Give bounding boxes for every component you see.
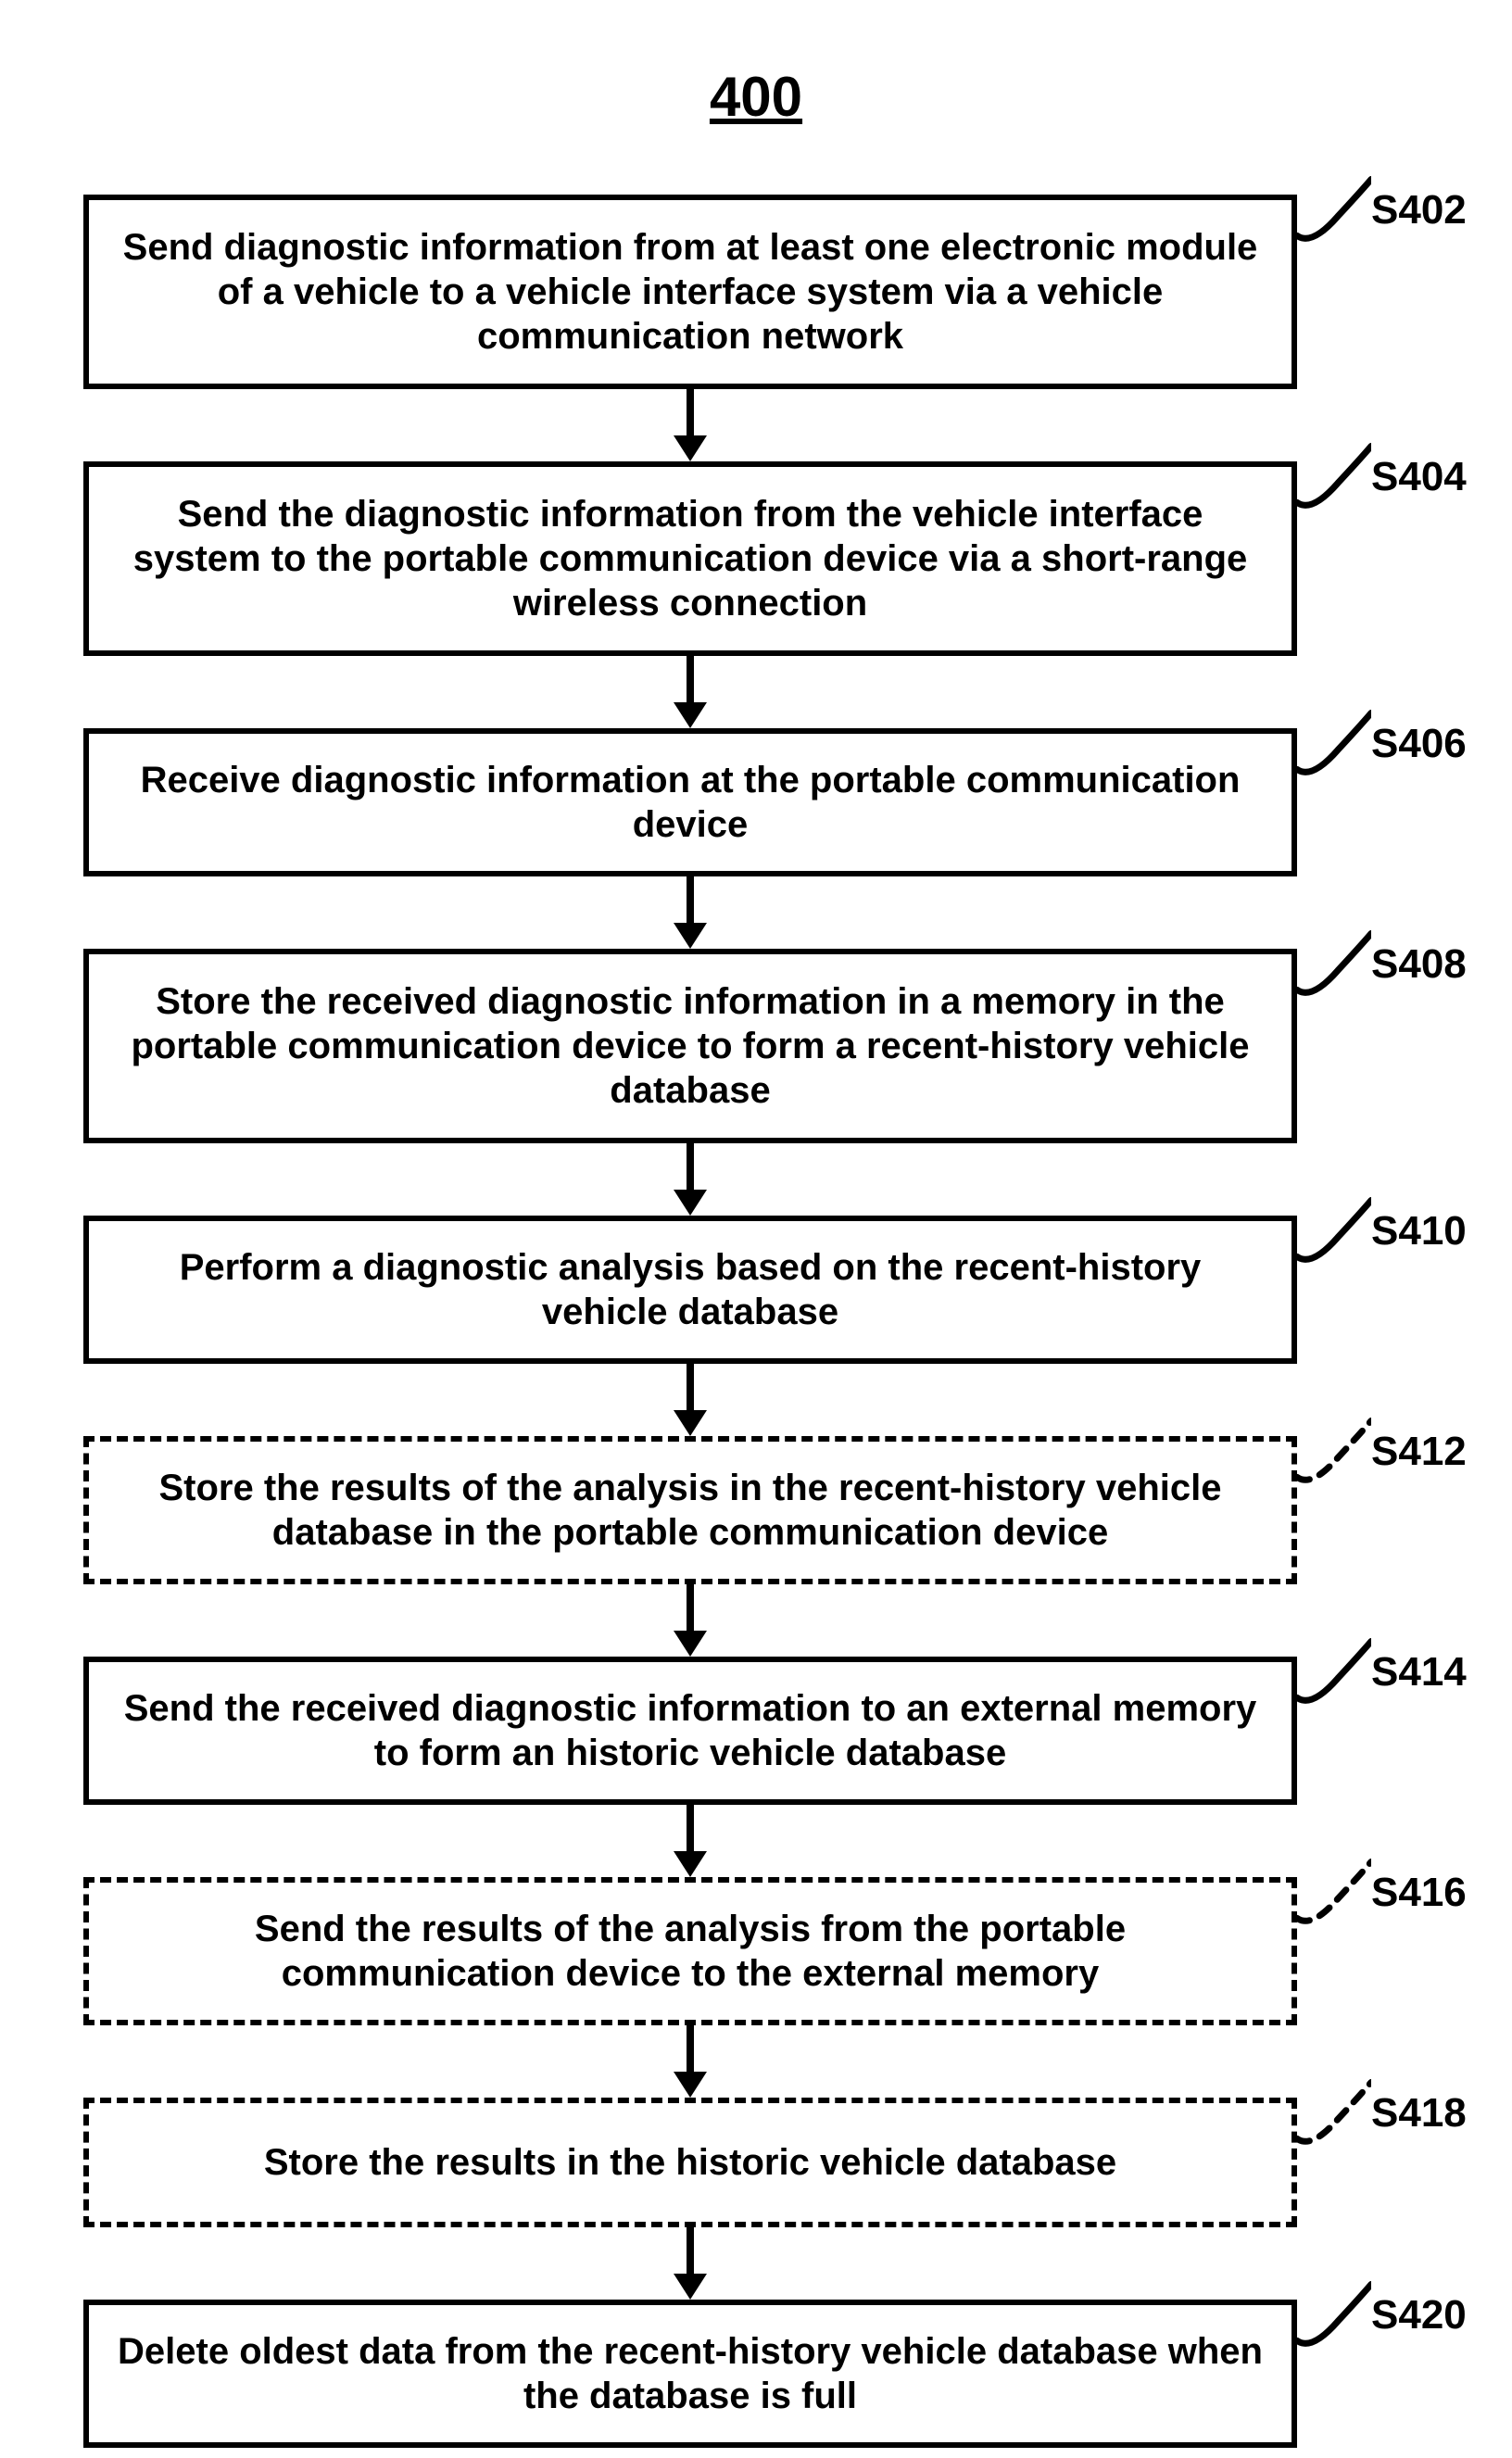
flow-step-label-s414: S414 xyxy=(1371,1649,1467,1695)
arrow-line xyxy=(687,1584,694,1631)
flow-step-s418: Store the results in the historic vehicl… xyxy=(83,2098,1297,2227)
arrow-head-icon xyxy=(674,2072,707,2098)
flow-step-text: Send diagnostic information from at leas… xyxy=(117,225,1264,359)
flow-step-label-s406: S406 xyxy=(1371,721,1467,767)
flow-step-text: Send the received diagnostic information… xyxy=(117,1686,1264,1775)
arrow-line xyxy=(687,2227,694,2274)
arrow-line xyxy=(687,2025,694,2072)
arrow-head-icon xyxy=(674,1410,707,1436)
flow-step-text: Delete oldest data from the recent-histo… xyxy=(117,2329,1264,2418)
flow-step-s408: Store the received diagnostic informatio… xyxy=(83,949,1297,1143)
flow-step-label-s416: S416 xyxy=(1371,1870,1467,1916)
flow-step-label-s420: S420 xyxy=(1371,2292,1467,2338)
flow-step-s406: Receive diagnostic information at the po… xyxy=(83,728,1297,876)
flow-step-label-s410: S410 xyxy=(1371,1208,1467,1254)
arrow-head-icon xyxy=(674,923,707,949)
arrow-line xyxy=(687,389,694,435)
flow-step-text: Send the diagnostic information from the… xyxy=(117,492,1264,625)
arrow-line xyxy=(687,1805,694,1851)
arrow-head-icon xyxy=(674,2274,707,2300)
flow-step-text: Store the results in the historic vehicl… xyxy=(264,2140,1116,2185)
flow-step-label-s404: S404 xyxy=(1371,454,1467,500)
flow-step-text: Send the results of the analysis from th… xyxy=(117,1907,1264,1996)
flow-step-text: Receive diagnostic information at the po… xyxy=(117,758,1264,847)
flow-step-s416: Send the results of the analysis from th… xyxy=(83,1877,1297,2025)
flow-step-label-s418: S418 xyxy=(1371,2090,1467,2137)
figure-title: 400 xyxy=(0,65,1512,129)
arrow-head-icon xyxy=(674,1851,707,1877)
arrow-head-icon xyxy=(674,702,707,728)
flow-step-label-s412: S412 xyxy=(1371,1429,1467,1475)
flow-step-s414: Send the received diagnostic information… xyxy=(83,1657,1297,1805)
arrow-head-icon xyxy=(674,435,707,461)
arrow-line xyxy=(687,876,694,923)
flow-step-s402: Send diagnostic information from at leas… xyxy=(83,195,1297,389)
arrow-line xyxy=(687,1143,694,1190)
flow-step-s404: Send the diagnostic information from the… xyxy=(83,461,1297,656)
arrow-line xyxy=(687,656,694,702)
flow-step-label-s408: S408 xyxy=(1371,941,1467,988)
flow-step-text: Perform a diagnostic analysis based on t… xyxy=(117,1245,1264,1334)
flow-step-s412: Store the results of the analysis in the… xyxy=(83,1436,1297,1584)
arrow-head-icon xyxy=(674,1631,707,1657)
flow-step-text: Store the results of the analysis in the… xyxy=(117,1466,1264,1555)
arrow-head-icon xyxy=(674,1190,707,1216)
flow-step-text: Store the received diagnostic informatio… xyxy=(117,979,1264,1113)
flow-step-s410: Perform a diagnostic analysis based on t… xyxy=(83,1216,1297,1364)
arrow-line xyxy=(687,1364,694,1410)
flow-step-s420: Delete oldest data from the recent-histo… xyxy=(83,2300,1297,2448)
flow-step-label-s402: S402 xyxy=(1371,187,1467,233)
flowchart-page: 400 Send diagnostic information from at … xyxy=(0,0,1512,2458)
